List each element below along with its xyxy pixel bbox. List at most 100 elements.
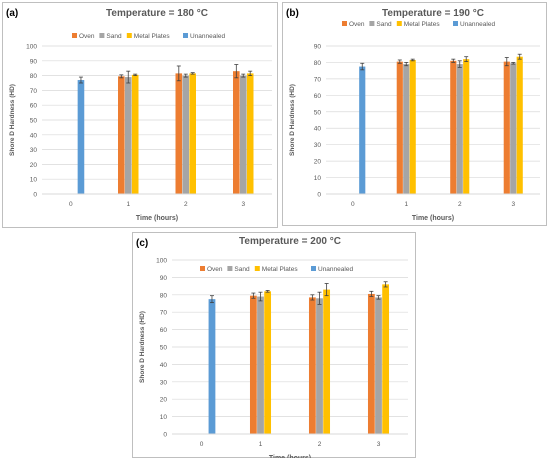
legend-label: Sand: [234, 266, 250, 273]
x-tick-label: 0: [200, 441, 204, 448]
bar-sand: [510, 63, 517, 195]
chart-panel-b: (b) Temperature = 190 °C 0 10 20 30 40 50 60 70 80…: [282, 2, 547, 226]
panel-label: (b): [286, 8, 299, 19]
bar-sand: [375, 297, 382, 434]
bar-sand: [257, 296, 264, 434]
legend-swatch: [227, 266, 233, 271]
y-axis-title: Shore D Hardness (HD): [139, 311, 146, 383]
legend-label: Unannealed: [460, 21, 495, 28]
x-axis-title: Time (hours): [269, 455, 311, 458]
y-tick-label: 10: [314, 175, 322, 182]
y-tick-label: 50: [314, 109, 322, 116]
chart-panel-c: (c) Temperature = 200 °C 0 10 20 30 40 50 60 70 80…: [132, 232, 416, 458]
legend-label: Sand: [106, 33, 122, 40]
legend-label: Oven: [207, 266, 223, 273]
y-tick-label: 50: [160, 345, 168, 352]
bar-unannealed: [359, 66, 366, 194]
bar-metal-plates: [382, 284, 390, 434]
bar-unannealed: [77, 80, 85, 194]
y-tick-label: 0: [33, 192, 37, 199]
y-tick-label: 90: [314, 44, 322, 51]
x-tick-label: 2: [184, 201, 188, 208]
legend-label: Oven: [79, 33, 95, 40]
y-tick-label: 60: [160, 327, 168, 334]
chart-frame: [2, 2, 278, 228]
y-tick-label: 10: [160, 414, 168, 421]
legend-swatch: [200, 266, 205, 271]
panel-label: (c): [136, 238, 148, 249]
y-tick-label: 50: [30, 118, 38, 125]
legend-swatch: [342, 21, 347, 26]
x-tick-label: 2: [458, 201, 462, 208]
bar-metal-plates: [409, 59, 416, 194]
bar-oven: [503, 61, 510, 194]
bar-sand: [316, 298, 323, 434]
chart-a: (a) Temperature = 180 °C01020304050607080…: [2, 2, 278, 228]
y-tick-label: 80: [314, 60, 322, 67]
bar-oven: [249, 295, 257, 434]
x-tick-label: 1: [259, 441, 263, 448]
chart-b: (b) Temperature = 190 °C01020304050607080…: [282, 2, 547, 226]
bar-oven: [396, 61, 403, 194]
y-axis-title: Shore D Hardness (HD): [9, 84, 16, 156]
y-tick-label: 0: [163, 432, 167, 439]
y-tick-label: 60: [30, 103, 38, 110]
legend-swatch: [183, 33, 188, 38]
bar-metal-plates: [264, 291, 272, 434]
x-tick-label: 3: [511, 201, 515, 208]
chart-title: Temperature = 190 °C: [382, 8, 484, 19]
legend-swatch: [396, 21, 402, 26]
chart-panel-a: (a) Temperature = 180 °C 0 10 20 30 40 50 60 70 80…: [2, 2, 278, 228]
legend-swatch: [369, 21, 375, 26]
legend-swatch: [254, 266, 260, 271]
bar-sand: [403, 64, 410, 194]
legend-swatch: [311, 266, 316, 271]
bar-metal-plates: [131, 74, 139, 194]
legend-swatch: [99, 33, 105, 38]
y-tick-label: 70: [314, 76, 322, 83]
y-tick-label: 90: [160, 275, 168, 282]
y-tick-label: 40: [160, 362, 168, 369]
chart-c: (c) Temperature = 200 °C01020304050607080…: [132, 232, 416, 458]
x-axis-title: Time (hours): [136, 215, 178, 222]
y-tick-label: 30: [160, 379, 168, 386]
x-axis-title: Time (hours): [412, 215, 454, 222]
legend-swatch: [453, 21, 458, 26]
bar-unannealed: [208, 299, 216, 434]
bar-oven: [175, 73, 183, 194]
bar-sand: [182, 75, 190, 194]
legend-label: Oven: [349, 21, 365, 28]
y-tick-label: 100: [26, 44, 37, 51]
legend-label: Metal Plates: [404, 21, 441, 28]
bar-oven: [367, 293, 375, 434]
panel-label: (a): [6, 8, 18, 19]
legend-label: Metal Plates: [134, 33, 171, 40]
bar-metal-plates: [189, 73, 196, 194]
legend-label: Unannealed: [190, 33, 225, 40]
y-tick-label: 40: [314, 126, 322, 133]
y-tick-label: 70: [30, 88, 38, 95]
y-tick-label: 20: [314, 159, 322, 166]
x-tick-label: 1: [126, 201, 130, 208]
y-tick-label: 40: [30, 132, 38, 139]
bar-oven: [308, 297, 316, 434]
chart-title: Temperature = 200 °C: [239, 236, 341, 247]
legend-swatch: [126, 33, 132, 38]
y-tick-label: 100: [156, 258, 167, 265]
x-tick-label: 3: [377, 441, 381, 448]
bar-sand: [239, 75, 247, 194]
y-tick-label: 90: [30, 58, 38, 65]
legend-label: Unannealed: [318, 266, 353, 273]
bar-metal-plates: [323, 289, 331, 434]
bar-metal-plates: [463, 59, 470, 195]
x-tick-label: 2: [318, 441, 322, 448]
x-tick-label: 0: [351, 201, 355, 208]
y-tick-label: 30: [30, 147, 38, 154]
y-tick-label: 30: [314, 142, 322, 149]
bar-oven: [450, 60, 457, 194]
y-tick-label: 20: [160, 397, 168, 404]
bar-oven: [118, 76, 125, 194]
y-tick-label: 10: [30, 177, 38, 184]
y-tick-label: 80: [160, 292, 168, 299]
y-axis-title: Shore D Hardness (HD): [289, 84, 296, 156]
